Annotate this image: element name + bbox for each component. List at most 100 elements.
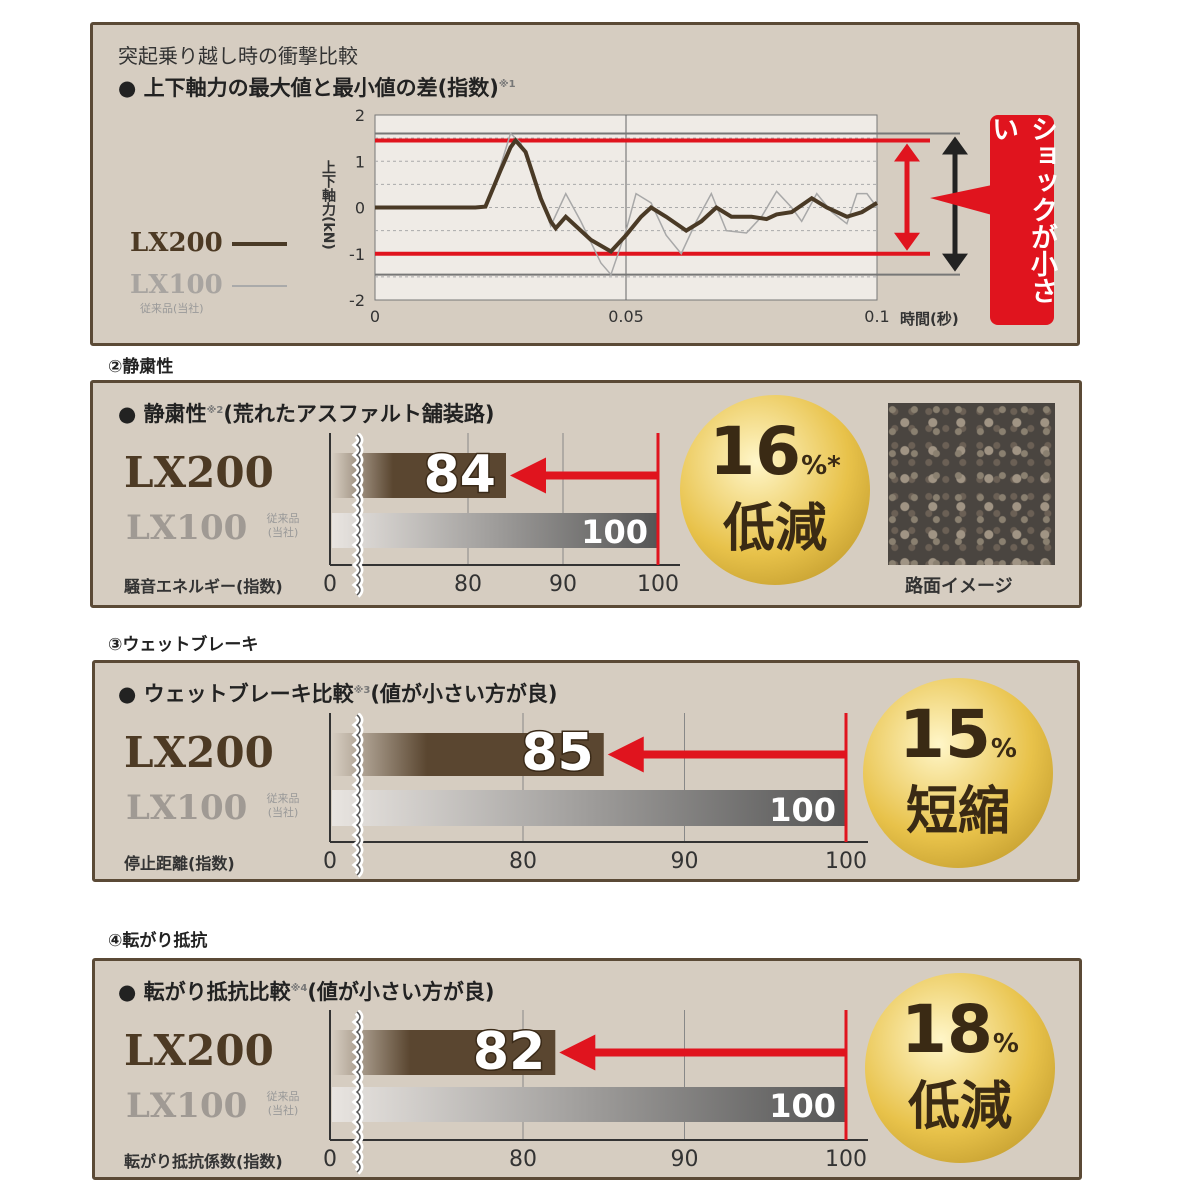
badge-text: 低減 [907,1077,1012,1137]
label-lx200: LX200 [124,448,274,497]
value-label-lx100: 100 [769,1087,836,1125]
badge-unit: %* [801,451,841,481]
legend-lx100: LX100 [130,270,287,300]
section-label: ③ウェットブレーキ [108,635,259,655]
x-tick-label: 0.1 [864,307,889,326]
section-note: ※2 [206,405,224,416]
legend-lx100-label: LX100 [130,270,223,300]
section-label: ④転がり抵抗 [108,931,208,951]
y-tick-label: 2 [355,106,365,125]
lx100-note: 従来品(当社) [266,1090,300,1117]
legend-lx100-line [231,285,287,287]
section-title: ● 静粛性※2(荒れたアスファルト舗装路) [118,402,495,426]
label-lx200: LX200 [124,1026,274,1075]
reduction-badge: 16%* 低減 [680,395,870,585]
section-note: ※4 [290,983,308,994]
x-tick-label: 0 [323,572,337,597]
shock-callout-text: ショックが小さい [987,115,1057,304]
value-label-lx200: 84 [424,445,496,505]
section-title: ● 転がり抵抗比較※4(値が小さい方が良) [118,980,495,1004]
section-title-text: 転がり抵抗比較 [143,980,291,1004]
section-title: ● ウェットブレーキ比較※3(値が小さい方が良) [118,682,558,706]
impact-title-text: 上下軸力の最大値と最小値の差(指数) [143,76,499,100]
impact-title: ● 上下軸力の最大値と最小値の差(指数)※1 [118,76,516,100]
x-tick-label: 90 [671,849,699,874]
x-tick-label: 0 [323,849,337,874]
section-title-text: ウェットブレーキ比較 [143,682,354,706]
section-label: ②静粛性 [108,357,174,377]
x-tick-label: 0.05 [608,307,644,326]
section-title-suffix: (値が小さい方が良) [370,682,558,706]
badge-unit: % [990,734,1017,764]
impact-line-chart: 2 1 0 -1 -2 0 0.05 0.1 [349,106,992,326]
x-tick-label: 90 [549,572,577,597]
y-tick-label: -1 [349,245,365,264]
bar-chart: 82 100 0 80 90 100 [323,1010,868,1175]
reduction-arrow-head [510,457,546,494]
shock-callout: ショックが小さい [987,115,1057,325]
label-lx100: LX100 [126,788,248,828]
bar-lx200 [332,733,604,776]
badge-percent: 15 [899,696,991,773]
legend-lx100-note: 従来品(当社) [140,302,204,315]
x-tick-label: 100 [825,1147,867,1172]
y-axis-label: 上下軸力(kN) [320,160,336,250]
x-tick-label: 100 [637,572,679,597]
badge-unit: % [992,1029,1019,1059]
section-panel [90,380,1082,608]
bar-lx200 [332,1030,556,1075]
badge-percent: 16 [709,413,802,490]
x-tick-label: 0 [370,307,380,326]
road-surface-image [888,403,1055,565]
x-tick-label: 80 [509,1147,537,1172]
axis-break-outline [355,714,361,876]
x-tick-label: 100 [825,849,867,874]
value-label-lx100: 100 [769,791,836,829]
value-label-lx100: 100 [581,513,648,551]
section-title-suffix: (荒れたアスファルト舗装路) [223,402,495,426]
lx100-note: 従来品(当社) [266,512,300,539]
legend-lx200-label: LX200 [130,228,223,258]
callout-pointer [930,185,992,215]
impact-note: ※1 [498,79,516,90]
label-lx100: LX100 [126,1086,248,1126]
section-note: ※3 [353,685,371,696]
x-tick-label: 80 [509,849,537,874]
bar-lx100 [332,513,658,548]
x-tick-label: 80 [454,572,482,597]
bar-lx100 [332,790,846,826]
legend-lx200: LX200 [130,228,287,258]
section-title-suffix: (値が小さい方が良) [307,980,495,1004]
y-tick-label: -2 [349,291,365,310]
axis-label: 停止距離(指数) [124,854,235,873]
value-label-lx200: 85 [521,723,593,783]
badge-text: 短縮 [905,782,1010,842]
x-tick-label: 90 [671,1147,699,1172]
bar-lx100 [332,1087,846,1122]
road-image-caption: 路面イメージ [905,576,1013,597]
label-lx100: LX100 [126,508,248,548]
label-lx200: LX200 [124,728,274,777]
axis-label: 騒音エネルギー(指数) [124,577,283,596]
section-title-text: 静粛性 [143,402,207,426]
impact-heading: 突起乗り越し時の衝撃比較 [118,44,358,68]
y-tick-label: 1 [355,152,365,171]
x-axis-label: 時間(秒) [900,310,959,328]
y-tick-label: 0 [355,199,365,218]
axis-label: 転がり抵抗係数(指数) [124,1152,283,1171]
legend-lx200-line [231,242,287,246]
badge-percent: 18 [901,991,993,1068]
reduction-badge: 18% 低減 [865,973,1055,1163]
axis-break-outline [355,1011,361,1173]
x-tick-label: 0 [323,1147,337,1172]
axis-break-outline [355,434,361,596]
reduction-arrow-head [559,1034,596,1071]
badge-text: 低減 [722,499,827,559]
lx100-note: 従来品(当社) [266,792,300,819]
bar-chart: 85 100 0 80 90 100 [323,713,868,878]
reduction-arrow-head [607,736,644,773]
series-lx200 [375,137,879,254]
value-label-lx200: 82 [473,1022,545,1082]
reduction-badge: 15% 短縮 [863,678,1053,868]
